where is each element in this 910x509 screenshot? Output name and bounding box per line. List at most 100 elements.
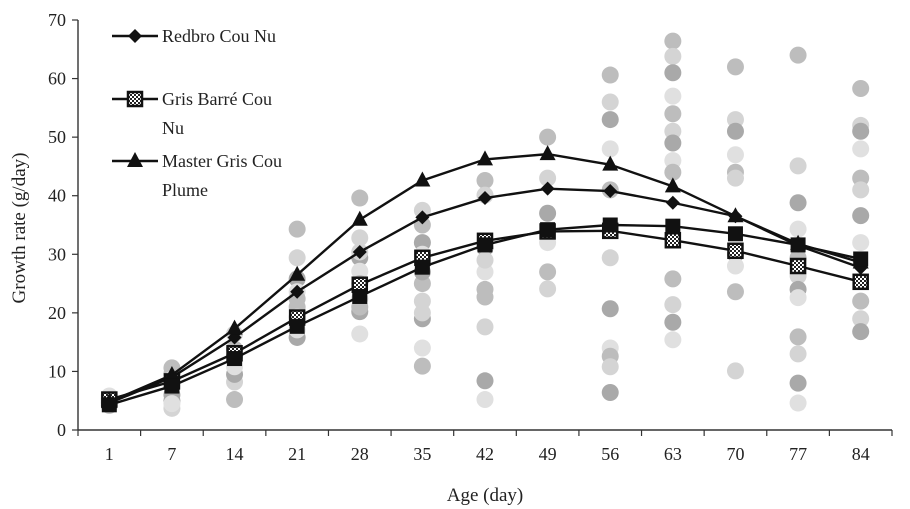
observation-point — [351, 262, 369, 280]
diamond-marker — [540, 181, 555, 196]
legend-hatched-square-marker — [126, 90, 144, 108]
observation-point — [664, 296, 682, 314]
observation-point — [601, 249, 619, 267]
triangle-marker — [664, 177, 681, 193]
diamond-marker — [352, 244, 367, 259]
observation-point — [476, 171, 494, 189]
y-tick-label: 20 — [48, 303, 66, 323]
legend-label-gris-barre-2: Nu — [162, 118, 184, 138]
observation-point — [664, 313, 682, 331]
observation-point — [476, 288, 494, 306]
observation-point — [476, 251, 494, 269]
observation-point — [476, 318, 494, 336]
diamond-marker — [665, 195, 680, 210]
observation-point — [413, 201, 431, 219]
x-tick-label: 77 — [789, 444, 807, 464]
observation-point — [413, 339, 431, 357]
y-tick-label: 10 — [48, 361, 66, 381]
observation-point — [852, 122, 870, 140]
x-tick-label: 7 — [167, 444, 176, 464]
observation-point — [413, 292, 431, 310]
observation-point — [288, 220, 306, 238]
observation-point — [789, 46, 807, 64]
triangle-marker — [477, 150, 493, 166]
observation-point — [852, 323, 870, 341]
x-tick-label: 70 — [726, 444, 744, 464]
observation-point — [726, 146, 744, 164]
observation-point — [601, 111, 619, 129]
y-tick-label: 50 — [48, 127, 66, 147]
observation-point — [852, 169, 870, 187]
square-marker — [414, 259, 430, 275]
square-marker — [227, 351, 243, 367]
diamond-marker — [415, 210, 430, 225]
legend-label-redbro: Redbro Cou Nu — [162, 26, 276, 46]
y-ticks: 0 10 20 30 40 50 60 70 — [48, 10, 78, 440]
x-tick-label: 35 — [413, 444, 431, 464]
x-tick-label: 56 — [601, 444, 619, 464]
observation-point — [413, 234, 431, 252]
x-tick-label: 49 — [539, 444, 557, 464]
diamond-marker — [603, 184, 618, 199]
observation-point — [351, 229, 369, 247]
observation-point — [539, 169, 557, 187]
square-marker — [602, 217, 618, 233]
observation-point — [288, 249, 306, 267]
legend-label-master-gris-1: Master Gris Cou — [162, 151, 282, 171]
observation-point — [789, 374, 807, 392]
observation-point — [664, 134, 682, 152]
observation-point — [539, 280, 557, 298]
x-tick-label: 42 — [476, 444, 494, 464]
observation-point — [476, 372, 494, 390]
triangle-marker — [602, 155, 619, 171]
observation-point — [852, 310, 870, 328]
square-marker — [352, 288, 368, 304]
observation-point — [852, 207, 870, 225]
observation-point — [789, 157, 807, 175]
observation-point — [539, 128, 557, 146]
observation-point — [852, 234, 870, 252]
y-axis-title: Growth rate (g/day) — [9, 153, 30, 304]
observation-point — [726, 283, 744, 301]
y-tick-label: 70 — [48, 10, 66, 30]
square-marker — [164, 378, 180, 394]
observation-point — [413, 304, 431, 322]
observation-point — [664, 87, 682, 105]
legend-triangle-marker — [127, 152, 143, 167]
observation-point — [163, 395, 181, 413]
square-marker — [289, 318, 305, 334]
triangle-marker — [289, 265, 306, 281]
square-marker — [477, 237, 493, 253]
y-tick-label: 0 — [57, 420, 66, 440]
observation-point — [476, 391, 494, 409]
observation-point — [852, 181, 870, 199]
observation-point — [789, 194, 807, 212]
y-tick-label: 40 — [48, 186, 66, 206]
observation-point — [664, 122, 682, 140]
observation-point — [789, 394, 807, 412]
legend-diamond-marker — [128, 29, 142, 43]
x-tick-label: 28 — [351, 444, 369, 464]
observation-point — [664, 105, 682, 123]
legend: Redbro Cou Nu Gris Barré Cou Nu Master G… — [112, 26, 282, 200]
x-tick-label: 63 — [664, 444, 682, 464]
observation-point — [664, 270, 682, 288]
observation-point — [726, 169, 744, 187]
observation-point — [726, 58, 744, 76]
legend-label-gris-barre-1: Gris Barré Cou — [162, 89, 272, 109]
observation-point — [789, 345, 807, 363]
observation-point — [726, 111, 744, 129]
square-marker — [540, 222, 556, 238]
legend-item-gris-barre: Gris Barré Cou Nu — [112, 89, 272, 138]
observation-point — [601, 93, 619, 111]
triangle-marker — [163, 365, 180, 381]
x-tick-label: 21 — [288, 444, 306, 464]
hatched-square-marker — [664, 231, 682, 249]
square-marker — [727, 226, 743, 242]
observation-point — [601, 358, 619, 376]
observation-point — [539, 204, 557, 222]
diamond-marker — [478, 191, 492, 206]
observation-point — [601, 384, 619, 402]
observation-point — [852, 140, 870, 158]
